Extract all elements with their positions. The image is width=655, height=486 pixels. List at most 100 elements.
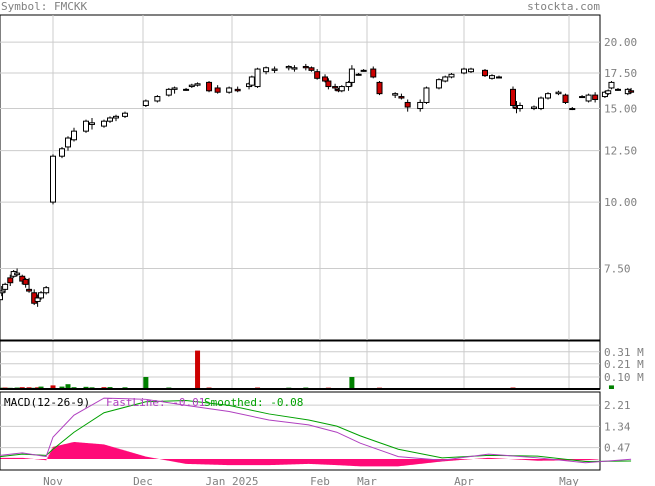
volume-bar (59, 386, 65, 389)
price-candle (348, 68, 355, 83)
price-candle (555, 91, 562, 95)
price-candle (562, 94, 569, 103)
price-candle (392, 93, 399, 96)
price-candle (601, 91, 608, 98)
price-candle (38, 292, 45, 299)
price-candle (605, 90, 612, 95)
price-candle (214, 87, 221, 93)
price-tick-label: 7.50 (604, 262, 631, 275)
price-candle (404, 101, 411, 108)
price-candle (254, 68, 261, 88)
price-candle (531, 106, 537, 110)
macd-smoothed-line (0, 400, 632, 462)
price-candle (101, 120, 107, 127)
price-candle (628, 90, 635, 93)
volume-bar (195, 350, 201, 389)
price-candle (510, 88, 516, 106)
macd-title: MACD(12-26-9) (4, 396, 90, 409)
price-candle (22, 278, 29, 285)
macd-tick-label: 0.47 (604, 442, 631, 455)
price-candle (325, 80, 332, 88)
price-candle (14, 272, 21, 276)
x-month-label: May (559, 475, 579, 486)
price-candle (154, 96, 161, 102)
price-candle (113, 115, 119, 119)
price-candle (482, 69, 488, 77)
volume-bar (349, 377, 355, 389)
x-month-label: Mar (357, 475, 377, 486)
price-candle (461, 68, 467, 74)
price-candle (398, 96, 405, 99)
macd-tick-label: 1.34 (604, 420, 631, 433)
volume-bar (608, 385, 614, 389)
price-candle (165, 88, 172, 96)
price-candle (308, 67, 315, 71)
price-candle (423, 87, 430, 103)
price-candle (271, 68, 278, 71)
price-candle (569, 108, 576, 111)
price-candle (0, 290, 5, 294)
fastline-legend: FastLine: -0.01 (106, 396, 205, 409)
price-candle (442, 76, 449, 82)
price-candle (7, 277, 14, 284)
price-candle (43, 287, 50, 294)
price-panel: 20.00 17.50 15.00 12.50 10.00 7.50 (0, 14, 637, 470)
price-candle (34, 297, 41, 302)
price-candle (83, 120, 89, 132)
price-frame (0, 14, 601, 341)
price-candle (188, 84, 195, 88)
price-candle (538, 97, 544, 110)
price-candle (468, 68, 474, 73)
x-month-label: Dec (133, 475, 153, 486)
price-candle (71, 130, 77, 141)
volume-bar (65, 384, 71, 389)
price-candle (107, 117, 113, 122)
price-candle (285, 65, 292, 69)
price-candle (489, 75, 495, 79)
volume-frame (0, 340, 601, 390)
price-candle (615, 88, 621, 91)
price-candle (322, 76, 329, 82)
price-candle (332, 86, 339, 89)
macd-panel: 2.21 1.34 0.47 MACD(12-26-9) FastLine: -0.01… (0, 391, 632, 471)
price-candle (376, 81, 383, 95)
price-candle (496, 76, 502, 79)
x-axis: Nov Dec Jan 2025 Feb Mar Apr May (43, 475, 579, 486)
symbol-label: Symbol: FMCKK (1, 0, 88, 13)
volume-tick-label: 0.21 M (604, 358, 644, 371)
price-candle (26, 288, 33, 292)
price-candle (291, 67, 298, 70)
price-tick-label: 20.00 (604, 36, 637, 49)
price-candle (338, 86, 345, 92)
price-candle (248, 76, 255, 86)
price-candle (579, 96, 586, 99)
price-candle (19, 275, 26, 282)
price-candle (263, 67, 270, 73)
volume-panel: 0.31 M0.21 M0.10 M (0, 340, 644, 390)
price-candle (171, 87, 178, 90)
price-candle (0, 292, 3, 301)
volume-bar (38, 386, 44, 389)
price-candle (585, 94, 592, 102)
price-candle (183, 88, 190, 91)
price-candle (234, 88, 241, 92)
price-candle (314, 71, 321, 79)
price-candle (122, 112, 128, 117)
price-tick-label: 10.00 (604, 196, 637, 209)
macd-fastline-line (0, 397, 632, 464)
price-candle (194, 83, 201, 86)
x-month-label: Feb (310, 475, 330, 486)
price-candle (417, 101, 424, 110)
x-month-label: Nov (43, 475, 63, 486)
price-candle (355, 73, 362, 76)
price-candle (345, 81, 352, 88)
price-tick-label: 15.00 (604, 103, 637, 116)
price-candle (50, 155, 56, 203)
price-candle (370, 68, 377, 78)
smoothed-legend: Smoothed: -0.08 (204, 396, 303, 409)
price-candle (59, 148, 65, 157)
price-candle (517, 104, 523, 110)
price-candle (545, 93, 551, 99)
volume-bar (83, 386, 89, 389)
